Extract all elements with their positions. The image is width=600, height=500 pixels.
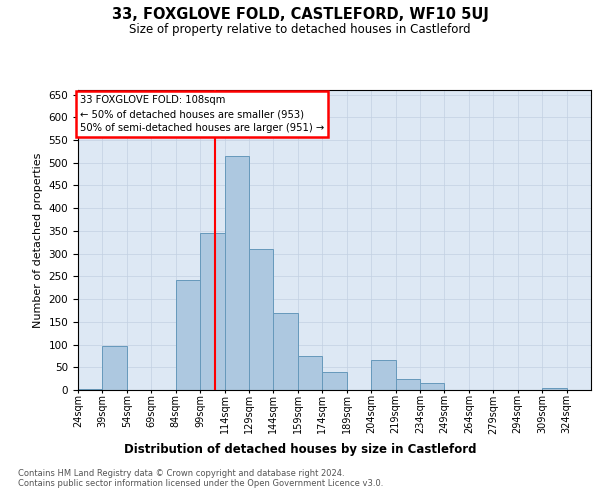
Bar bbox=[224, 156, 249, 390]
Text: 33 FOXGLOVE FOLD: 108sqm
← 50% of detached houses are smaller (953)
50% of semi-: 33 FOXGLOVE FOLD: 108sqm ← 50% of detach… bbox=[80, 96, 324, 134]
Bar bbox=[176, 280, 200, 390]
Bar bbox=[420, 383, 445, 390]
Text: 33, FOXGLOVE FOLD, CASTLEFORD, WF10 5UJ: 33, FOXGLOVE FOLD, CASTLEFORD, WF10 5UJ bbox=[112, 8, 488, 22]
Bar bbox=[200, 233, 224, 390]
Text: Contains public sector information licensed under the Open Government Licence v3: Contains public sector information licen… bbox=[18, 478, 383, 488]
Bar bbox=[322, 372, 347, 390]
Bar bbox=[298, 356, 322, 390]
Text: Size of property relative to detached houses in Castleford: Size of property relative to detached ho… bbox=[129, 22, 471, 36]
Bar bbox=[395, 378, 420, 390]
Bar bbox=[249, 249, 274, 390]
Bar bbox=[542, 388, 566, 390]
Y-axis label: Number of detached properties: Number of detached properties bbox=[33, 152, 43, 328]
Bar bbox=[103, 346, 127, 390]
Text: Distribution of detached houses by size in Castleford: Distribution of detached houses by size … bbox=[124, 442, 476, 456]
Bar bbox=[371, 360, 395, 390]
Bar bbox=[78, 388, 103, 390]
Text: Contains HM Land Registry data © Crown copyright and database right 2024.: Contains HM Land Registry data © Crown c… bbox=[18, 468, 344, 477]
Bar bbox=[274, 312, 298, 390]
